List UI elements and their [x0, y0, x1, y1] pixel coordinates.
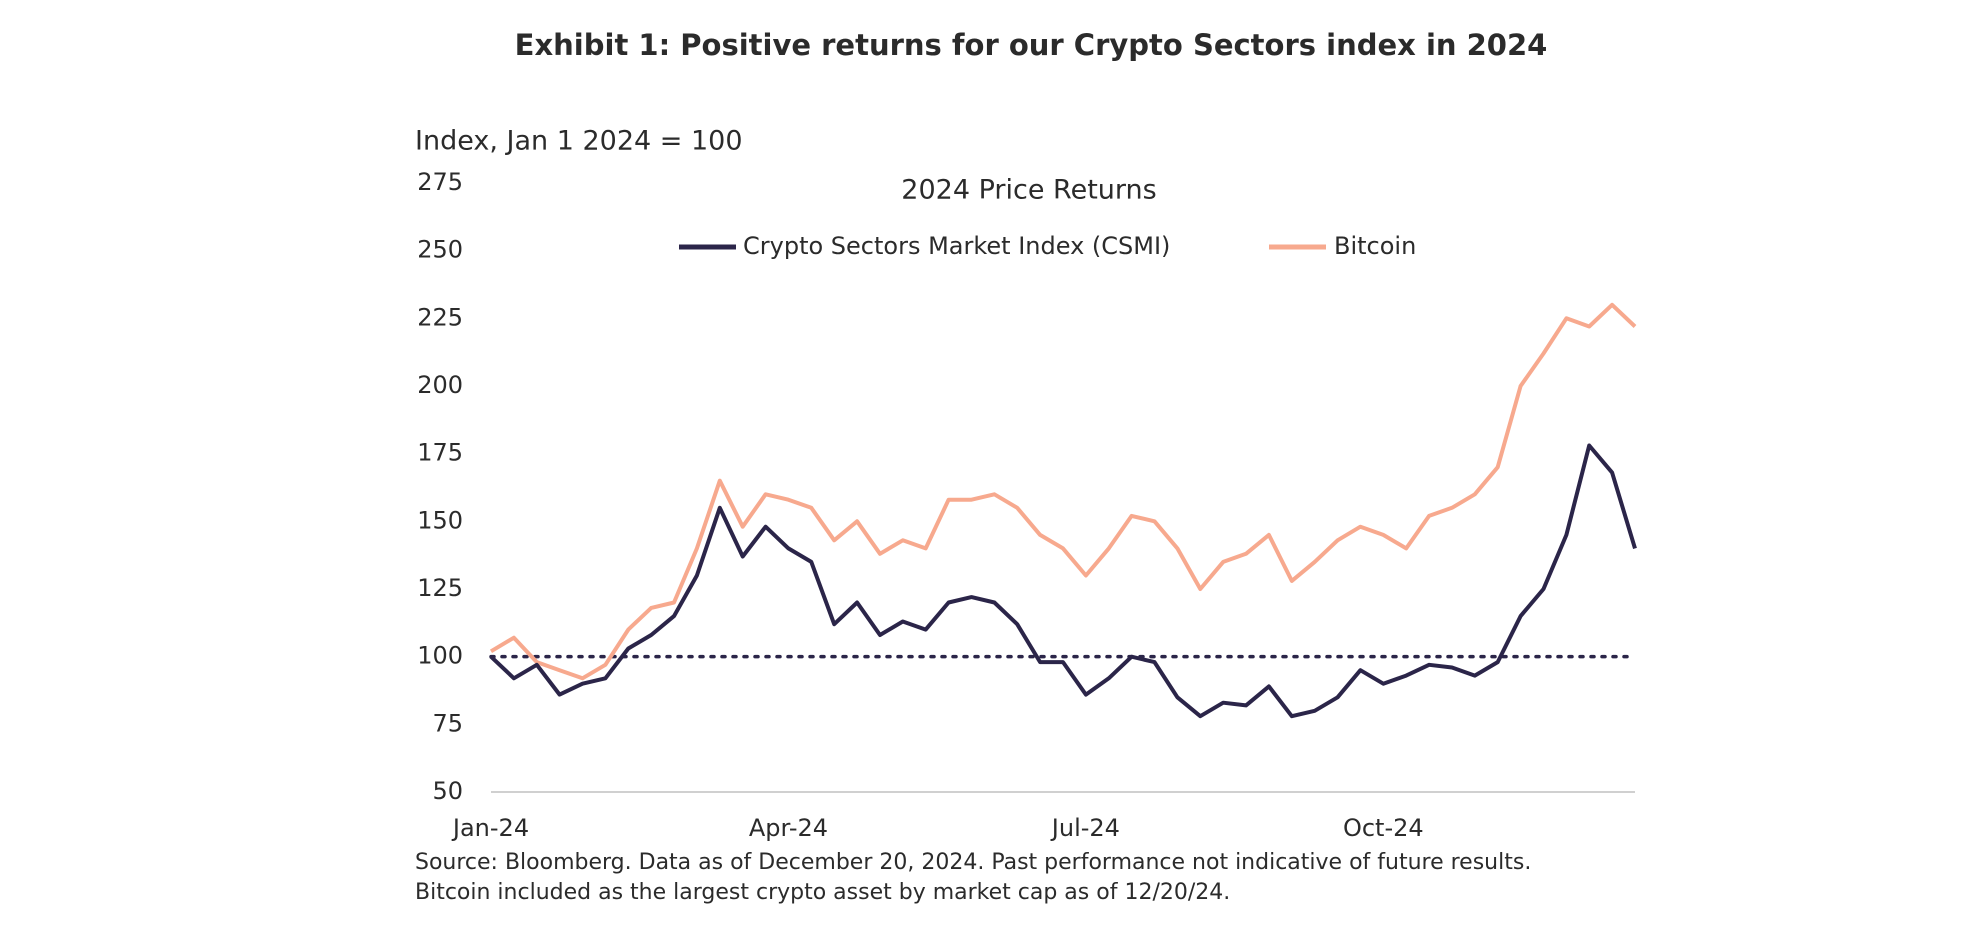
- legend-label: Bitcoin: [1334, 232, 1416, 260]
- y-tick-label: 200: [417, 371, 463, 399]
- x-tick-label: Jul-24: [1050, 814, 1120, 842]
- y-tick-label: 100: [417, 642, 463, 670]
- y-tick-label: 75: [432, 709, 463, 737]
- x-tick-label: Apr-24: [749, 814, 828, 842]
- x-tick-label: Jan-24: [451, 814, 529, 842]
- y-tick-label: 50: [432, 777, 463, 805]
- y-tick-label: 275: [417, 168, 463, 196]
- chart-subtitle: 2024 Price Returns: [901, 175, 1156, 206]
- source-note: Source: Bloomberg. Data as of December 2…: [415, 850, 1531, 875]
- y-tick-label: 250: [417, 236, 463, 264]
- source-note: Bitcoin included as the largest crypto a…: [415, 880, 1230, 905]
- chart-title: Exhibit 1: Positive returns for our Cryp…: [515, 28, 1548, 62]
- y-tick-label: 175: [417, 439, 463, 467]
- y-tick-label: 225: [417, 303, 463, 331]
- x-tick-label: Oct-24: [1343, 814, 1424, 842]
- series-line: [489, 443, 1637, 719]
- legend-label: Crypto Sectors Market Index (CSMI): [743, 232, 1170, 260]
- series-line: [489, 302, 1637, 681]
- y-tick-label: 150: [417, 506, 463, 534]
- y-tick-label: 125: [417, 574, 463, 602]
- y-axis-label: Index, Jan 1 2024 = 100: [415, 126, 743, 157]
